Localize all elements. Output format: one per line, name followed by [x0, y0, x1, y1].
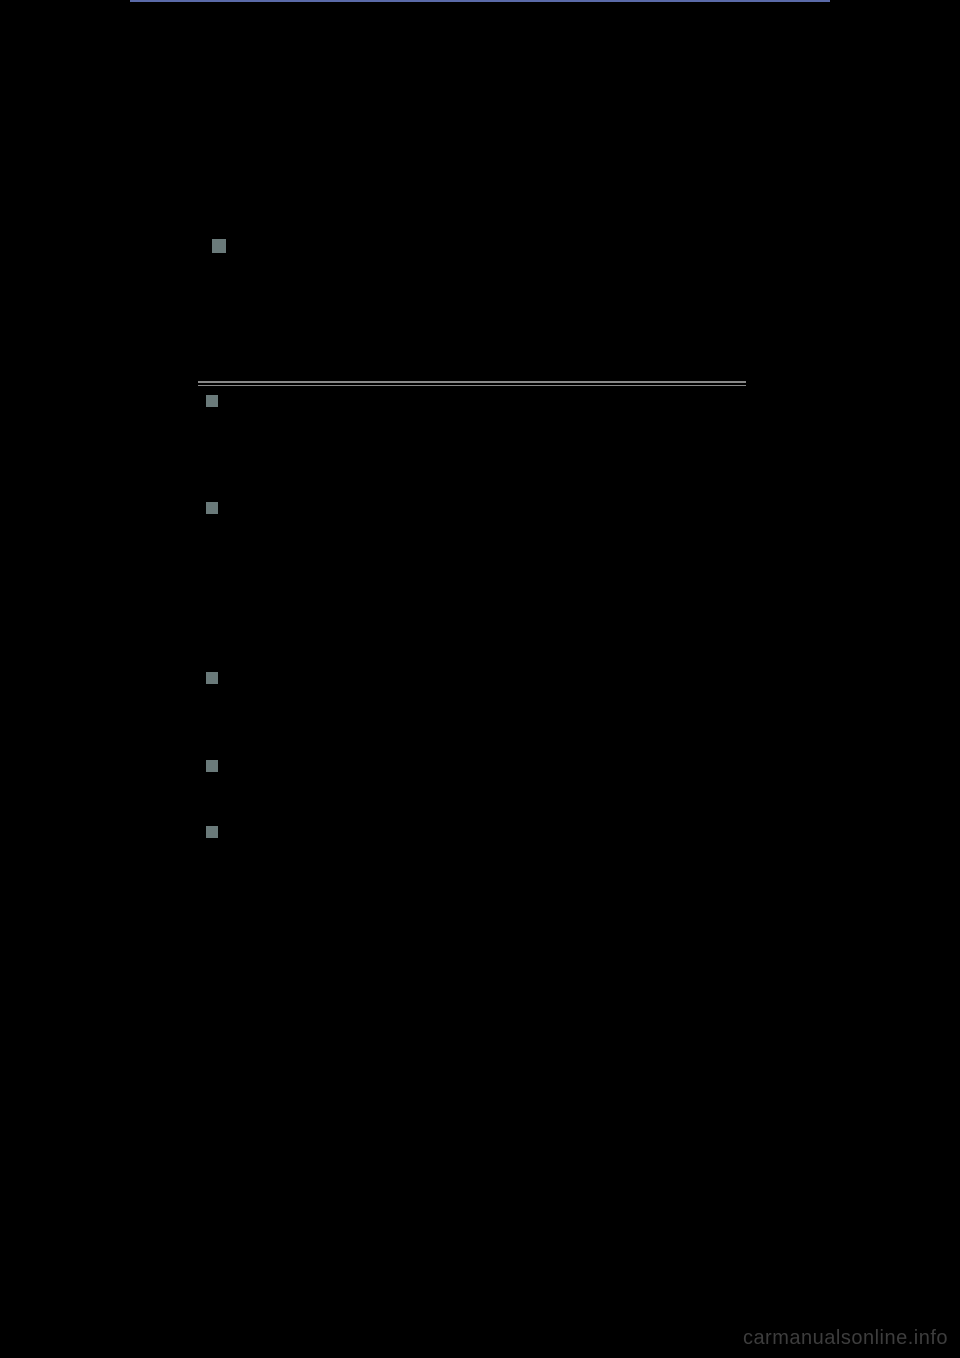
bullet-square-icon — [206, 502, 218, 514]
horizontal-rule-blue — [130, 0, 830, 2]
bullet-square-icon — [206, 826, 218, 838]
horizontal-rule-double — [198, 381, 746, 386]
bullet-square-icon — [212, 239, 226, 253]
bullet-square-icon — [206, 672, 218, 684]
bullet-square-icon — [206, 395, 218, 407]
watermark-text: carmanualsonline.info — [743, 1327, 948, 1350]
bullet-square-icon — [206, 760, 218, 772]
